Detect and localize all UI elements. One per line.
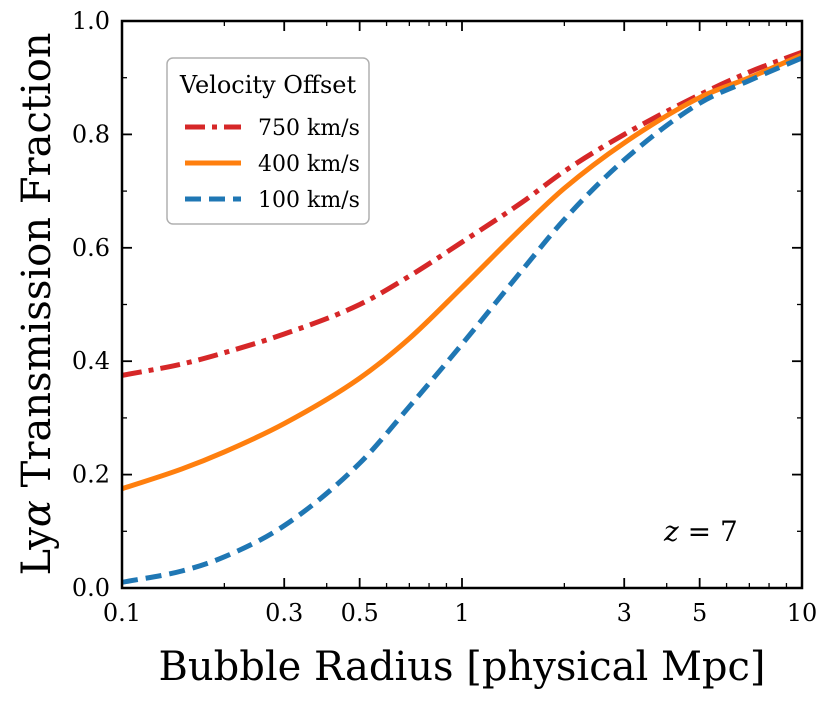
legend: Velocity Offset 750 km/s 400 km/s 100 km/s: [166, 57, 370, 225]
x-tick-label: 10: [787, 599, 818, 627]
legend-entries: 750 km/s 400 km/s 100 km/s: [185, 116, 360, 213]
redshift-variable: z: [663, 515, 679, 548]
legend-entry: 400 km/s: [185, 152, 360, 177]
x-tick-label: 5: [692, 599, 707, 627]
legend-label: 100 km/s: [258, 188, 360, 213]
x-tick-label: 0.3: [265, 599, 303, 627]
y-axis-label-symbol: α: [14, 500, 60, 527]
axis-ticks: [121, 20, 803, 589]
y-tick-label: 0.6: [72, 234, 110, 262]
x-tick-label: 0.1: [103, 599, 141, 627]
series-line-400-km-s: [121, 52, 803, 492]
y-axis-label-prefix: Ly: [14, 527, 60, 576]
legend-entry: 750 km/s: [185, 116, 360, 141]
y-tick-label: 1.0: [72, 7, 110, 35]
x-axis-label: Bubble Radius [physical Mpc]: [158, 644, 765, 690]
tick-labels: 0.1 0.3 0.5 1 3 5 10 0.0 0.2 0.4 0.6 0.8 1.0: [72, 7, 817, 627]
redshift-annotation: z = 7: [663, 515, 738, 548]
legend-label: 400 km/s: [258, 152, 360, 177]
y-tick-label: 0.2: [72, 461, 110, 489]
y-axis-label: Lyα Transmission Fraction: [14, 32, 60, 575]
x-tick-label: 3: [617, 599, 632, 627]
x-tick-label: 1: [454, 599, 469, 627]
y-tick-label: 0.4: [72, 347, 110, 375]
legend-label: 750 km/s: [258, 116, 360, 141]
y-axis-label-suffix: Transmission Fraction: [14, 32, 60, 500]
series-line-750-km-s: [121, 49, 803, 378]
legend-box: [166, 57, 370, 225]
redshift-value: = 7: [679, 515, 738, 548]
series-lines: [121, 49, 803, 585]
y-tick-label: 0.8: [72, 120, 110, 148]
legend-entry: 100 km/s: [185, 188, 360, 213]
series-line-100-km-s: [121, 55, 803, 585]
y-tick-label: 0.0: [72, 574, 110, 602]
x-tick-label: 0.5: [341, 599, 379, 627]
legend-title: Velocity Offset: [179, 71, 357, 99]
